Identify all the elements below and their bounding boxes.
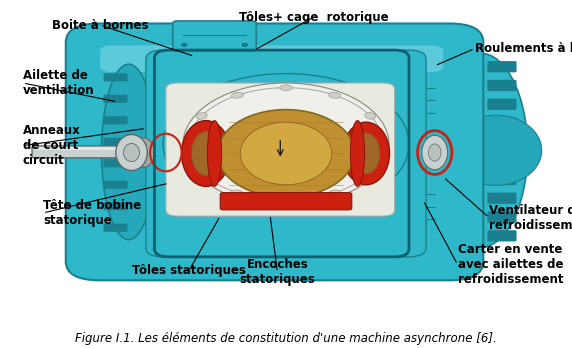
FancyBboxPatch shape bbox=[104, 181, 128, 189]
FancyBboxPatch shape bbox=[220, 193, 352, 210]
FancyBboxPatch shape bbox=[487, 155, 517, 166]
FancyBboxPatch shape bbox=[487, 136, 517, 148]
Ellipse shape bbox=[181, 121, 230, 187]
FancyBboxPatch shape bbox=[104, 202, 128, 210]
Text: Encoches
statoriques: Encoches statoriques bbox=[240, 259, 315, 286]
Text: Anneaux
de court
circuit: Anneaux de court circuit bbox=[23, 124, 81, 167]
FancyBboxPatch shape bbox=[487, 117, 517, 129]
Ellipse shape bbox=[207, 121, 222, 187]
Text: Tôles+ cage  rotorique: Tôles+ cage rotorique bbox=[239, 11, 388, 24]
Ellipse shape bbox=[350, 121, 365, 187]
Ellipse shape bbox=[450, 115, 542, 185]
Ellipse shape bbox=[280, 85, 292, 90]
FancyBboxPatch shape bbox=[487, 193, 517, 204]
FancyBboxPatch shape bbox=[32, 146, 151, 158]
FancyBboxPatch shape bbox=[487, 174, 517, 185]
Ellipse shape bbox=[365, 113, 376, 119]
Ellipse shape bbox=[192, 132, 220, 175]
FancyBboxPatch shape bbox=[104, 224, 128, 232]
Ellipse shape bbox=[181, 43, 187, 46]
FancyBboxPatch shape bbox=[173, 21, 256, 51]
Ellipse shape bbox=[217, 110, 355, 197]
Ellipse shape bbox=[242, 43, 248, 46]
FancyBboxPatch shape bbox=[104, 159, 128, 167]
Ellipse shape bbox=[365, 169, 376, 175]
FancyBboxPatch shape bbox=[487, 99, 517, 110]
FancyBboxPatch shape bbox=[104, 95, 128, 103]
Ellipse shape bbox=[124, 143, 140, 161]
Ellipse shape bbox=[343, 122, 390, 185]
Ellipse shape bbox=[231, 92, 244, 98]
Ellipse shape bbox=[116, 135, 148, 171]
Text: Figure I.1. Les éléments de constitution d'une machine asynchrone [6].: Figure I.1. Les éléments de constitution… bbox=[75, 332, 497, 345]
Text: Ventilateur de
refroidissement: Ventilateur de refroidissement bbox=[489, 204, 572, 232]
Text: Tête de bobine
statorique: Tête de bobine statorique bbox=[43, 199, 141, 227]
Ellipse shape bbox=[102, 64, 156, 239]
Ellipse shape bbox=[352, 133, 380, 174]
FancyBboxPatch shape bbox=[104, 116, 128, 124]
FancyBboxPatch shape bbox=[487, 80, 517, 91]
Ellipse shape bbox=[434, 53, 527, 247]
FancyBboxPatch shape bbox=[487, 230, 517, 242]
Ellipse shape bbox=[328, 190, 341, 196]
Ellipse shape bbox=[189, 88, 383, 200]
FancyBboxPatch shape bbox=[487, 61, 517, 72]
Ellipse shape bbox=[184, 141, 194, 148]
Text: Carter en vente
avec ailettes de
refroidissement: Carter en vente avec ailettes de refroid… bbox=[458, 243, 563, 286]
FancyBboxPatch shape bbox=[100, 45, 443, 72]
Text: Boite à bornes: Boite à bornes bbox=[52, 18, 148, 32]
FancyBboxPatch shape bbox=[66, 24, 483, 280]
Ellipse shape bbox=[196, 113, 207, 119]
FancyBboxPatch shape bbox=[104, 73, 128, 81]
Ellipse shape bbox=[196, 169, 207, 175]
Ellipse shape bbox=[240, 122, 332, 185]
Ellipse shape bbox=[428, 144, 441, 161]
FancyBboxPatch shape bbox=[35, 147, 148, 150]
FancyBboxPatch shape bbox=[146, 50, 426, 257]
FancyBboxPatch shape bbox=[166, 83, 395, 216]
Ellipse shape bbox=[163, 73, 409, 214]
FancyBboxPatch shape bbox=[487, 212, 517, 223]
Text: Roulements à billes: Roulements à billes bbox=[475, 42, 572, 55]
Ellipse shape bbox=[132, 138, 154, 167]
Ellipse shape bbox=[280, 198, 292, 203]
Ellipse shape bbox=[328, 92, 341, 98]
Text: Tôles statoriques: Tôles statoriques bbox=[132, 264, 246, 277]
Ellipse shape bbox=[231, 190, 244, 196]
FancyBboxPatch shape bbox=[104, 138, 128, 146]
Text: Ailette de
ventilation: Ailette de ventilation bbox=[23, 69, 94, 97]
Ellipse shape bbox=[422, 135, 448, 170]
Ellipse shape bbox=[378, 141, 388, 148]
Ellipse shape bbox=[183, 83, 389, 205]
